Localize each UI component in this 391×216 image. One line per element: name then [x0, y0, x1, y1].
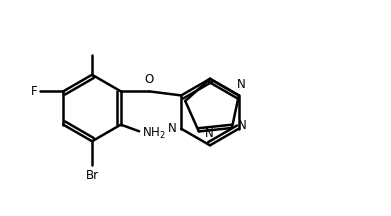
Text: O: O — [145, 73, 154, 86]
Text: N: N — [238, 119, 247, 132]
Text: Br: Br — [86, 169, 99, 182]
Text: F: F — [31, 85, 38, 98]
Text: N: N — [205, 127, 213, 140]
Text: NH$_2$: NH$_2$ — [142, 126, 166, 141]
Text: N: N — [169, 122, 177, 135]
Text: N: N — [237, 78, 245, 91]
